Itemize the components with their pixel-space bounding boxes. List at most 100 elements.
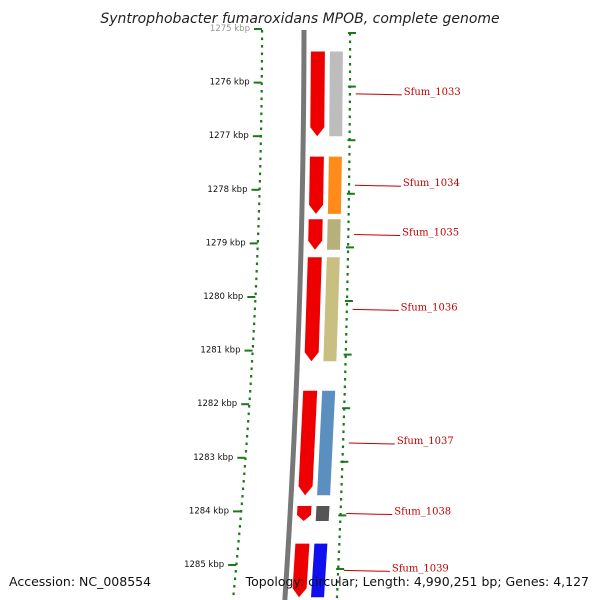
gene-feature-sfum_1035: [327, 219, 341, 250]
scale-dot: [347, 228, 350, 231]
scale-dot: [341, 445, 345, 449]
scale-dot: [246, 435, 249, 438]
gene-arrow-sfum_1039: [292, 543, 310, 598]
scale-dot: [336, 580, 339, 584]
gene-feature-sfum_1036: [323, 257, 340, 362]
scale-dot: [260, 75, 263, 78]
scale-dot: [246, 427, 249, 431]
tick-label: 1283 kbp: [193, 453, 233, 463]
scale-dot: [342, 438, 345, 441]
scale-dot: [339, 505, 342, 509]
gene-label-sfum_1038: Sfum_1038: [394, 507, 451, 518]
scale-dot: [348, 55, 352, 59]
scale-dot: [348, 123, 351, 126]
scale-dot: [344, 348, 347, 351]
scale-dot: [260, 52, 264, 56]
scale-dot: [245, 442, 248, 446]
scale-dot: [348, 70, 352, 74]
scale-dot: [348, 100, 351, 104]
gene-label-sfum_1035: Sfum_1035: [402, 228, 459, 239]
accession-text: Accession: NC_008554: [9, 574, 151, 589]
scale-dot: [257, 232, 260, 236]
scale-dot: [344, 363, 347, 366]
scale-dot: [260, 37, 264, 41]
scale-dot: [260, 30, 264, 33]
gene-label-leader: [355, 93, 402, 96]
scale-dot: [248, 397, 251, 401]
scale-dot: [243, 472, 246, 476]
scale-dot: [340, 490, 343, 494]
gene-feature-sfum_1037: [317, 390, 336, 496]
tick-label: 1281 kbp: [200, 346, 240, 356]
scale-layer: 1275 kbp 1276 kbp 1277 kbp 1278 kbp 1279 kbp…: [184, 24, 356, 599]
scale-dot: [244, 457, 247, 461]
scale-dot: [253, 322, 256, 326]
scale-dot: [348, 130, 351, 134]
scale-dot: [233, 577, 237, 581]
scale-dot: [340, 475, 344, 479]
scale-dot: [342, 430, 345, 434]
gene-arrow-sfum_1037: [298, 390, 318, 496]
scale-dot: [260, 90, 263, 93]
scale-dot: [256, 255, 259, 258]
scale-dot: [243, 465, 246, 468]
scale-dot: [260, 120, 263, 123]
scale-dot: [237, 540, 240, 543]
scale-dot: [338, 543, 341, 546]
scale-dot: [345, 325, 348, 329]
genes-layer: [292, 51, 343, 598]
scale-dot: [339, 498, 343, 501]
tick-label: 1282 kbp: [197, 399, 237, 409]
scale-dot: [337, 565, 340, 569]
scale-dot: [348, 115, 351, 119]
scale-dot: [255, 262, 259, 266]
gene-arrow-sfum_1036: [304, 257, 322, 362]
scale-dot: [337, 558, 340, 561]
scale-dot: [233, 585, 236, 588]
gene-feature-sfum_1034: [327, 156, 342, 214]
scale-dot: [238, 525, 242, 528]
scale-dot: [232, 592, 235, 596]
scale-dot: [347, 190, 351, 194]
scale-dot: [254, 300, 257, 303]
scale-dot: [256, 247, 259, 251]
scale-dot: [260, 105, 263, 108]
scale-dot: [336, 588, 339, 591]
scale-dot: [254, 292, 257, 296]
scale-dot: [252, 330, 255, 333]
scale-dot: [260, 45, 264, 48]
scale-dot: [348, 48, 352, 51]
scale-dot: [343, 393, 346, 396]
scale-dot: [346, 280, 349, 284]
gene-feature-sfum_1039: [311, 543, 328, 598]
scale-dot: [346, 258, 349, 261]
scale-dot: [235, 562, 238, 566]
scale-dot: [259, 157, 262, 161]
gene-labels-layer: Sfum_1033 Sfum_1034 Sfum_1035 Sfum_1036 Sfum…: [343, 87, 461, 574]
scale-dot: [347, 205, 350, 209]
scale-dot: [348, 93, 352, 96]
scale-dot: [250, 360, 254, 363]
scale-dot: [260, 97, 263, 101]
gene-label-sfum_1036: Sfum_1036: [401, 302, 458, 313]
scale-dot: [345, 333, 348, 336]
scale-dot: [339, 520, 342, 524]
scale-dot: [253, 307, 257, 311]
gene-arrow-sfum_1033: [310, 51, 325, 137]
scale-dot: [343, 385, 346, 389]
scale-dot: [252, 337, 255, 341]
scale-dot: [241, 495, 244, 498]
scale-dot: [260, 67, 264, 71]
scale-dot: [253, 315, 256, 318]
tick-label: 1279 kbp: [206, 238, 246, 248]
scale-dot: [341, 453, 344, 456]
scale-dot: [251, 352, 254, 356]
scale-dot: [345, 303, 349, 306]
scale-dot: [234, 570, 237, 573]
gene-label-leader: [352, 308, 399, 311]
scale-dot: [346, 265, 349, 269]
scale-dot: [255, 270, 258, 273]
scale-dot: [348, 160, 351, 164]
scale-dot: [348, 33, 352, 36]
